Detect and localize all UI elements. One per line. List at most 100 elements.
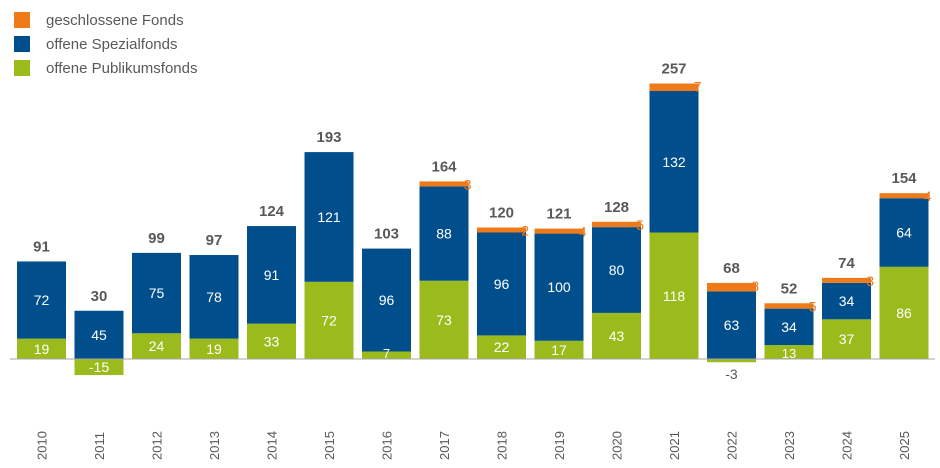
- label-geschlossen-2017: 3: [464, 176, 472, 192]
- bar-publikum-2020: [592, 312, 641, 359]
- legend-swatch-geschlossene: [14, 12, 30, 28]
- label-publikum-2024: 37: [839, 331, 855, 347]
- label-spezial-2011: 45: [91, 327, 107, 343]
- label-geschlossen-2023: 5: [809, 298, 817, 314]
- label-geschlossen-2022: 8: [751, 278, 759, 294]
- label-spezial-2023: 34: [781, 319, 797, 335]
- label-publikum-2014: 33: [264, 333, 280, 349]
- label-total-2015: 193: [316, 129, 341, 146]
- legend-label-spezial: offene Spezialfonds: [46, 35, 178, 53]
- label-spezial-2014: 91: [264, 267, 280, 283]
- bar-geschlossen-2024: [822, 277, 871, 283]
- label-total-2020: 128: [604, 199, 629, 216]
- label-spezial-2017: 88: [436, 226, 452, 242]
- label-geschlossen-2019: 4: [579, 224, 587, 240]
- tick-label-2015: 2015: [322, 431, 337, 460]
- bar-spezial-2020: [592, 227, 641, 313]
- bar-spezial-2025: [879, 198, 929, 267]
- label-spezial-2022: 63: [724, 317, 740, 333]
- tick-label-2016: 2016: [380, 431, 395, 460]
- label-total-2025: 154: [891, 170, 917, 187]
- tick-label-2025: 2025: [897, 431, 912, 460]
- bar-publikum-2011: [74, 359, 124, 376]
- label-spezial-2016: 96: [379, 292, 395, 308]
- label-spezial-2020: 80: [609, 262, 625, 278]
- bar-geschlossen-2025: [879, 193, 929, 199]
- bar-publikum-2022: [707, 359, 756, 363]
- label-spezial-2012: 75: [149, 285, 165, 301]
- label-spezial-2010: 72: [34, 292, 50, 308]
- label-total-2017: 164: [431, 158, 457, 175]
- label-geschlossen-2018: 2: [521, 223, 529, 239]
- bar-publikum-2010: [17, 338, 66, 359]
- legend-label-geschlossene: geschlossene Fonds: [46, 11, 184, 29]
- label-total-2021: 257: [661, 60, 686, 77]
- bar-spezial-2013: [189, 255, 239, 339]
- bar-publikum-2013: [189, 338, 239, 359]
- tick-label-2019: 2019: [552, 431, 567, 460]
- label-publikum-2012: 24: [149, 338, 165, 354]
- label-publikum-2020: 43: [609, 328, 625, 344]
- legend: geschlossene Fonds offene Spezialfonds o…: [14, 8, 198, 80]
- label-total-2019: 121: [546, 206, 571, 223]
- bar-spezial-2011: [74, 310, 124, 359]
- label-publikum-2017: 73: [436, 312, 452, 328]
- tick-label-2011: 2011: [92, 432, 107, 460]
- legend-item-publikum: offene Publikumsfonds: [14, 56, 198, 80]
- label-publikum-2011: -15: [89, 359, 109, 375]
- bar-publikum-2014: [247, 323, 296, 359]
- label-spezial-2013: 78: [206, 289, 222, 305]
- label-spezial-2018: 96: [494, 276, 510, 292]
- label-total-2012: 99: [148, 230, 165, 247]
- bar-publikum-2025: [879, 266, 929, 359]
- tick-label-2017: 2017: [437, 431, 452, 460]
- label-spezial-2025: 64: [896, 225, 912, 241]
- label-total-2018: 120: [489, 205, 514, 222]
- bar-geschlossen-2021: [649, 83, 699, 91]
- bar-geschlossen-2020: [592, 221, 641, 228]
- tick-label-2022: 2022: [725, 431, 740, 460]
- label-total-2024: 74: [838, 255, 855, 272]
- legend-swatch-publikum: [14, 60, 30, 76]
- label-geschlossen-2020: 5: [636, 217, 644, 233]
- label-publikum-2025: 86: [896, 305, 912, 321]
- label-geschlossen-2021: 7: [694, 78, 702, 94]
- bar-spezial-2024: [822, 282, 871, 320]
- tick-label-2020: 2020: [610, 431, 625, 460]
- tick-label-2012: 2012: [150, 431, 165, 460]
- bar-geschlossen-2017: [419, 181, 469, 187]
- label-total-2023: 52: [781, 280, 798, 297]
- bar-publikum-2021: [649, 232, 699, 359]
- label-publikum-2019: 17: [551, 342, 567, 358]
- bar-spezial-2019: [534, 233, 584, 341]
- bar-publikum-2024: [822, 319, 871, 359]
- legend-item-spezial: offene Spezialfonds: [14, 32, 198, 56]
- label-spezial-2021: 132: [662, 154, 686, 170]
- legend-item-geschlossene: geschlossene Fonds: [14, 8, 198, 32]
- bar-publikum-2018: [477, 335, 526, 359]
- tick-label-2023: 2023: [782, 431, 797, 460]
- bar-spezial-2021: [649, 91, 699, 233]
- label-publikum-2021: 118: [663, 288, 686, 304]
- label-spezial-2015: 121: [317, 209, 341, 225]
- bar-publikum-2012: [132, 333, 181, 359]
- tick-label-2018: 2018: [495, 431, 510, 460]
- legend-label-publikum: offene Publikumsfonds: [46, 59, 198, 77]
- bar-geschlossen-2018: [477, 227, 526, 233]
- label-publikum-2023: 13: [782, 346, 796, 361]
- bar-spezial-2010: [17, 261, 66, 339]
- label-publikum-2018: 22: [494, 339, 510, 355]
- label-publikum-2015: 72: [321, 312, 337, 328]
- legend-swatch-spezial: [14, 36, 30, 52]
- label-publikum-2016: 7: [383, 346, 390, 361]
- tick-label-2021: 2021: [667, 431, 682, 460]
- bar-spezial-2018: [477, 232, 526, 336]
- label-total-2022: 68: [723, 260, 740, 277]
- tick-label-2013: 2013: [207, 431, 222, 460]
- label-geschlossen-2024: 3: [866, 273, 874, 289]
- bar-spezial-2015: [304, 152, 354, 282]
- bar-spezial-2023: [764, 308, 814, 346]
- label-total-2010: 91: [33, 238, 50, 255]
- bar-spezial-2016: [362, 248, 411, 352]
- bar-publikum-2017: [419, 280, 469, 359]
